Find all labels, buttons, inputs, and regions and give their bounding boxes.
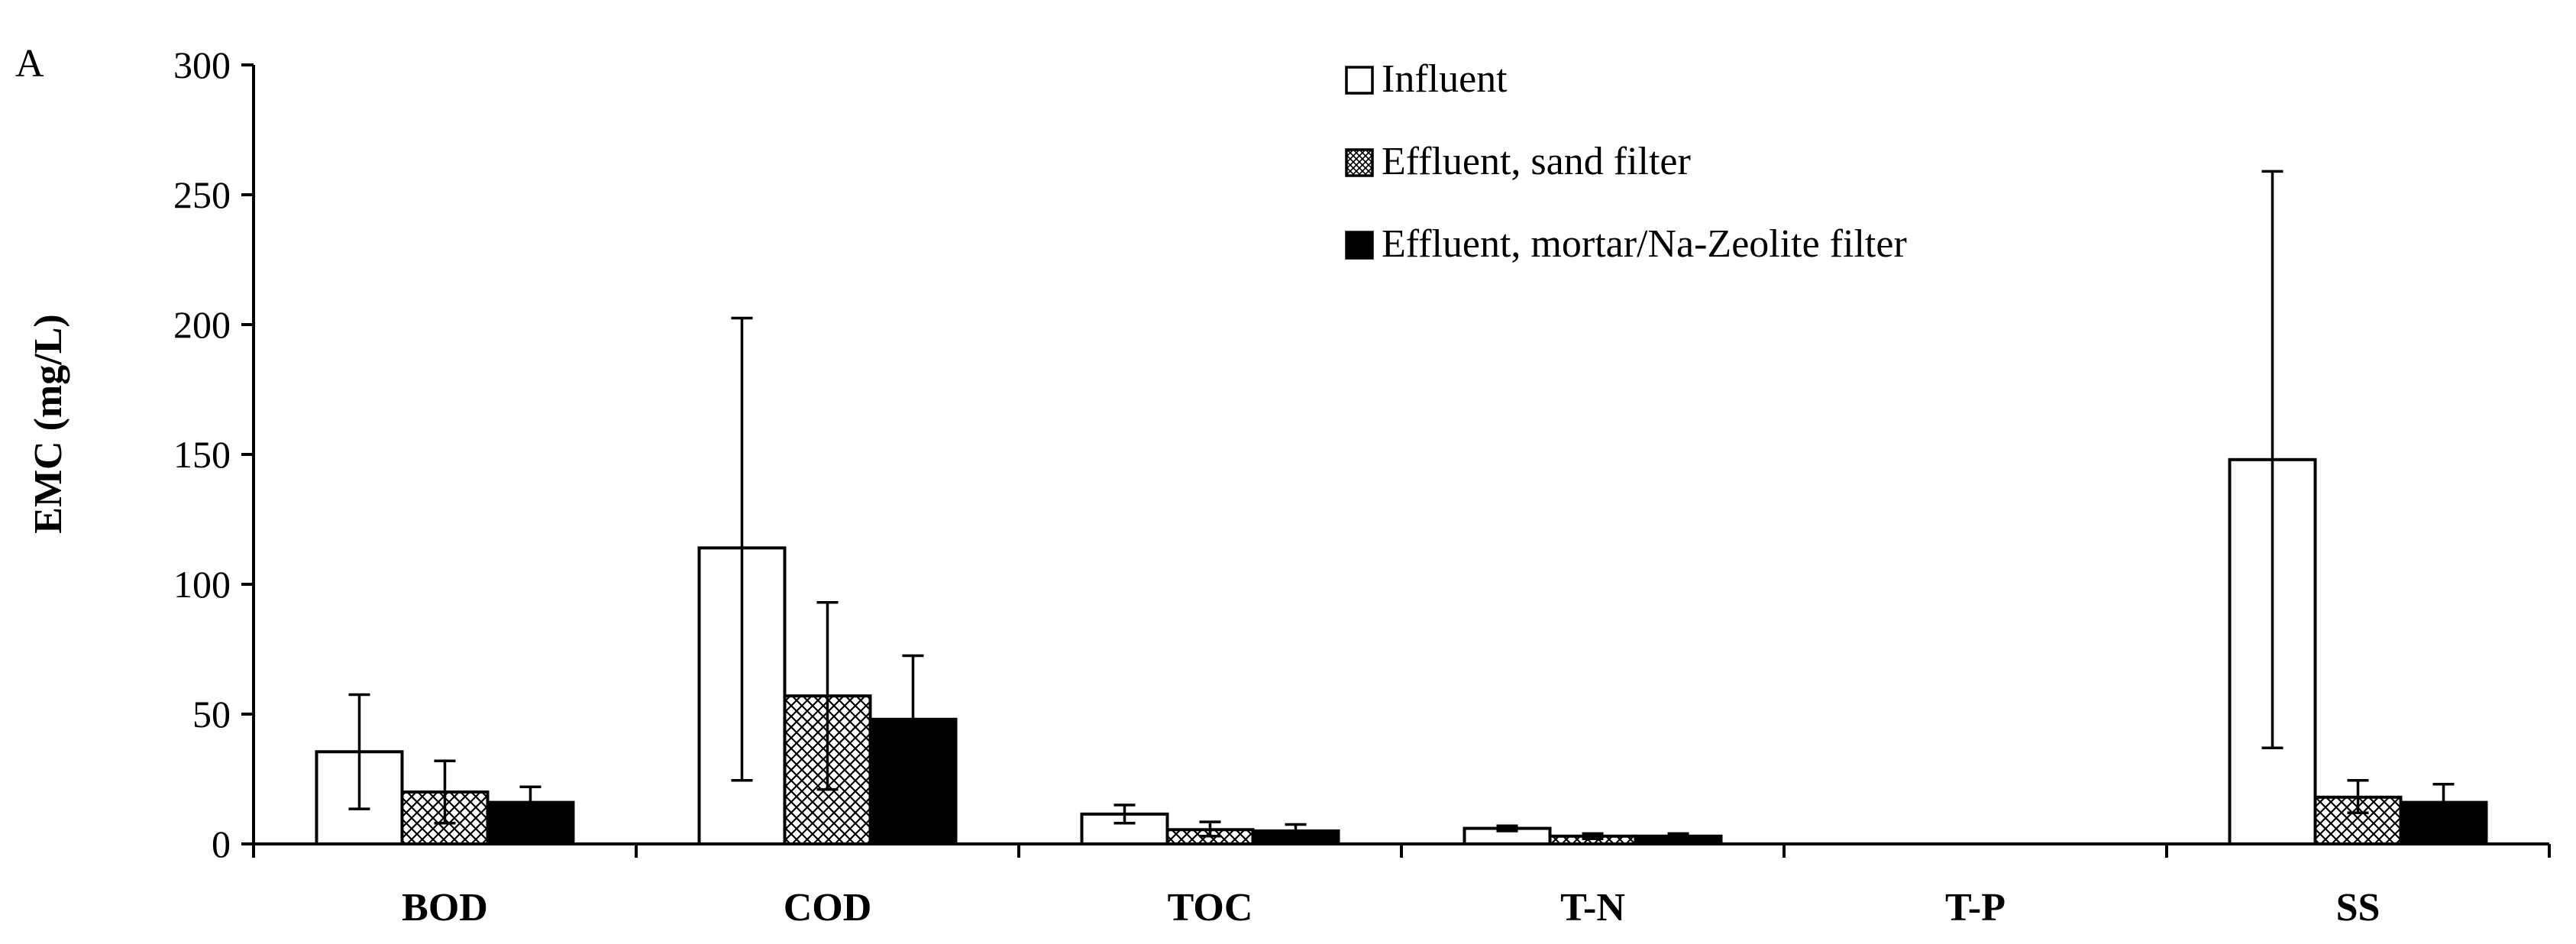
legend: Influent Effluent, sand filter Effluent, m… [1345, 57, 1907, 266]
panel-label: A [15, 42, 44, 86]
legend-swatch [1345, 66, 1374, 95]
legend-label: Effluent, sand filter [1382, 140, 1691, 183]
y-tick-label: 250 [173, 173, 231, 216]
legend-label: Effluent, mortar/Na-Zeolite filter [1382, 222, 1907, 266]
x-category-label: T-N [1560, 886, 1625, 929]
y-tick-label: 50 [192, 693, 231, 735]
legend-label: Influent [1382, 57, 1508, 101]
error-bars-group [348, 170, 2455, 840]
y-tick-label: 0 [212, 823, 231, 865]
x-category-label: COD [784, 886, 872, 929]
x-category-label: TOC [1168, 886, 1253, 929]
bars-group [315, 457, 2488, 846]
bar [486, 800, 575, 845]
legend-swatch [1345, 148, 1374, 177]
y-tick-label: 200 [173, 303, 231, 346]
y-tick-label: 100 [173, 563, 231, 606]
labels-group: A EMC (mg/L) 0 50 100 150 200 250 300 BOD COD TOC… [15, 42, 2380, 929]
x-category-label: BOD [402, 886, 488, 929]
bar [1080, 812, 1169, 846]
legend-swatch [1345, 231, 1374, 260]
y-axis-label: EMC (mg/L) [27, 314, 70, 533]
x-category-label: T-P [1945, 886, 2006, 929]
y-tick-label: 150 [173, 433, 231, 476]
y-tick-label: 300 [173, 44, 231, 86]
x-category-label: SS [2336, 886, 2380, 929]
axes-group [241, 63, 2551, 858]
